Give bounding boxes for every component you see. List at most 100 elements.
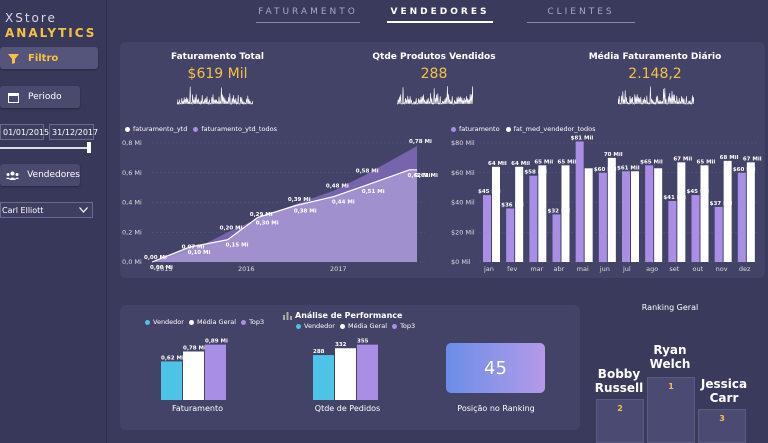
bar-faturamento: [575, 141, 584, 262]
perf-legend-vendedor2: Vendedor: [304, 322, 335, 330]
date-range-slider[interactable]: [0, 147, 90, 149]
data-label-fat-med: 68 Mil: [720, 155, 739, 161]
rank3-name: Jessica Carr: [700, 377, 748, 405]
data-label-ytd: 0,38 Mi: [294, 208, 317, 214]
perf-bar-label: 0,62 Mi: [161, 355, 184, 361]
bar-faturamento: [691, 195, 700, 262]
bar-fat-med: [677, 162, 686, 262]
perf-bar-vendedor: [313, 355, 334, 400]
x-tick-label: fev: [507, 265, 517, 273]
y-tick-label: $40 Mil: [451, 199, 475, 207]
sparkline-path: [618, 86, 694, 105]
data-label-faturamento: $58 Mil: [524, 170, 547, 176]
kpi-value-produtos: 288: [420, 66, 448, 82]
y-tick-label: $80 Mil: [451, 139, 475, 147]
data-label-fat-med: 64 Mil: [511, 161, 530, 167]
y-tick-label: $60 Mil: [451, 169, 475, 177]
area-ytd: [152, 169, 417, 262]
date-end-input[interactable]: 31/12/2017: [49, 124, 98, 140]
bar-faturamento: [622, 171, 630, 262]
data-label-ytd: 0,30 Mi: [256, 220, 279, 226]
date-start-input[interactable]: 01/01/2015: [0, 124, 49, 140]
filter-label: Filtro: [28, 52, 59, 64]
perf-legend-left: Vendedor Média Geral Top3: [145, 318, 264, 326]
legend-ytd: faturamento_ytd: [133, 125, 188, 133]
bar-fat-med: [654, 168, 663, 262]
ranking-title: Ranking Geral: [641, 303, 699, 312]
y-tick-label: 0,6 Mi: [122, 169, 142, 177]
legend-faturamento: faturamento: [459, 125, 500, 133]
y-tick-label: 0,2 Mi: [122, 228, 142, 236]
data-label-fat-med: 67 Mil: [743, 156, 762, 162]
bar-fat-med: [492, 166, 500, 262]
seller-select[interactable]: Carl Elliott: [0, 202, 93, 218]
seller-select-value: Carl Elliott: [2, 205, 44, 215]
kpi-title-faturamento: Faturamento Total: [170, 52, 264, 62]
kpi-value-faturamento: $619 Mil: [187, 66, 248, 82]
bar-faturamento: [529, 175, 538, 262]
perf-bar-top3: [357, 344, 378, 400]
data-label-faturamento: $37 Mil: [710, 201, 733, 207]
performance-header: Análise de Performance: [283, 311, 402, 320]
filter-button[interactable]: Filtro: [0, 47, 98, 69]
x-tick-label: jan: [483, 265, 494, 273]
tab-vendedores[interactable]: VENDEDORES: [387, 7, 493, 23]
data-label-todos: 0,78 Mi: [409, 139, 432, 145]
kpi-title-media: Média Faturamento Diário: [588, 52, 722, 62]
x-tick-label: 2016: [238, 265, 255, 273]
monthly-bar-chart: $80 Mil $60 Mil $40 Mil $20 Mil $0 Mil $45 Mi…: [451, 136, 762, 273]
sparkline-path: [397, 86, 473, 105]
y-tick-label: 0,4 Mi: [122, 199, 142, 207]
perf-legend-media: Média Geral: [196, 318, 237, 326]
perf-bar-label: 0,78 Mi: [183, 345, 206, 351]
legend-dot-faturamento: [451, 126, 456, 132]
bar-faturamento: [714, 206, 723, 262]
tab-faturamento[interactable]: FATURAMENTO: [256, 7, 360, 23]
logo-line1: XStore: [5, 11, 57, 25]
perf-dot-media2: [339, 323, 345, 329]
bar-fat-med: [631, 171, 639, 262]
tab-clientes[interactable]: CLIENTES: [527, 7, 635, 23]
slider-handle[interactable]: [87, 142, 91, 153]
sellers-button[interactable]: Vendedores: [0, 164, 80, 186]
bar-fat-med: [538, 165, 547, 262]
perf-dot-top32: [392, 323, 398, 329]
bar-chart-icon: [283, 311, 292, 320]
sparkline-path: [177, 86, 253, 105]
y-tick-label: $20 Mil: [451, 228, 475, 236]
bar-faturamento: [506, 208, 515, 262]
legend-fat-med: fat_med_vendedor_todos: [513, 125, 596, 133]
x-tick-label: 2015: [156, 265, 173, 273]
data-label-todos: 0,29 Mi: [250, 212, 273, 218]
data-label-fat-med: 65 Mil: [558, 159, 577, 165]
rank1-name: Ryan Welch: [649, 343, 691, 371]
bar-fat-med: [607, 157, 616, 262]
chevron-down-icon: [79, 206, 88, 215]
x-tick-label: 2017: [330, 265, 347, 273]
bar-faturamento: [737, 172, 746, 262]
data-label-todos: 0,48 Mi: [326, 184, 349, 190]
period-label: Periodo: [28, 92, 62, 102]
bar-faturamento: [598, 172, 607, 262]
perf-bar-top3: [205, 344, 226, 400]
kpi-title-produtos: Qtde Produtos Vendidos: [372, 52, 496, 62]
data-label-faturamento: $41 Mil: [663, 195, 686, 201]
sparkline-media: [618, 86, 694, 105]
legend-dot-fat-med: [505, 126, 511, 132]
perf-bar-label: 288: [313, 349, 325, 355]
x-tick-label: ago: [646, 265, 658, 273]
x-tick-label: abr: [554, 265, 565, 273]
bar-fat-med: [746, 162, 755, 262]
data-label-todos: 0,00 Mi: [144, 255, 167, 261]
perf-dot-vendedor2: [296, 323, 301, 329]
rank2-name: Bobby Russell: [594, 367, 644, 395]
pedidos-caption: Qtde de Pedidos: [314, 404, 381, 413]
y-tick-label: $0 Mil: [451, 258, 471, 266]
perf-legend-media2: Média Geral: [347, 322, 388, 330]
data-label-ytd: 0,10 Mi: [188, 250, 211, 256]
y-tick-label: 0,8 Mi: [122, 139, 142, 147]
period-button[interactable]: Periodo: [0, 86, 80, 108]
sellers-label: Vendedores: [27, 170, 80, 180]
podium-first: 1: [647, 377, 695, 443]
perf-bar-vendedor: [161, 361, 182, 400]
